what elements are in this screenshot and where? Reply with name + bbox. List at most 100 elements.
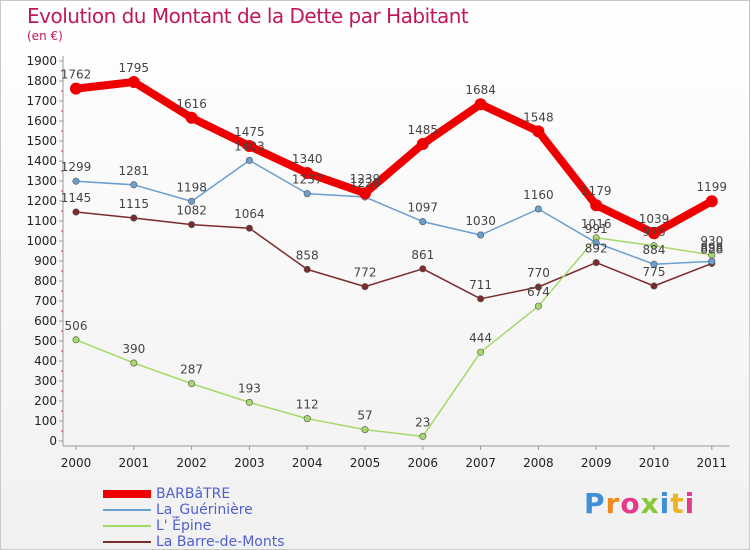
y-tick-label: 1300 xyxy=(26,174,57,188)
data-label-la-barre-de-monts: 1082 xyxy=(176,204,207,218)
data-label-l-epine: 193 xyxy=(238,381,261,395)
data-label-l-epine: 287 xyxy=(180,363,203,377)
data-label-la-gueriniere: 898 xyxy=(700,240,723,254)
legend: BARBâTRE La_Guérinière L' Épine La Barre… xyxy=(99,486,359,550)
x-tick-label: 2007 xyxy=(465,456,496,470)
legend-swatch-barbatre xyxy=(103,490,151,498)
data-point-barbatre xyxy=(243,140,256,152)
data-point-la-gueriniere xyxy=(130,181,138,189)
series-line-barbatre xyxy=(72,78,716,238)
data-label-l-epine: 57 xyxy=(357,409,372,423)
legend-label-l-epine: L' Épine xyxy=(156,518,212,534)
data-point-la-barre-de-monts xyxy=(534,283,542,291)
data-label-la-barre-de-monts: 892 xyxy=(585,242,608,256)
data-point-la-barre-de-monts xyxy=(419,265,427,273)
data-label-barbatre: 1762 xyxy=(61,68,92,82)
data-point-l-epine xyxy=(534,302,542,310)
y-tick-label: 1500 xyxy=(26,134,57,148)
data-label-la-gueriniere: 1030 xyxy=(465,214,496,228)
x-tick-label: 2003 xyxy=(234,456,265,470)
data-point-la-gueriniere xyxy=(650,260,658,268)
y-tick-label: 1600 xyxy=(26,114,57,128)
x-tick-label: 2005 xyxy=(350,456,381,470)
data-label-la-barre-de-monts: 1145 xyxy=(61,191,92,205)
y-tick-label: 700 xyxy=(34,294,57,308)
y-tick-label: 400 xyxy=(34,354,57,368)
y-tick-label: 1200 xyxy=(26,194,57,208)
data-label-l-epine: 390 xyxy=(122,342,145,356)
x-tick-label: 2001 xyxy=(119,456,150,470)
data-label-barbatre: 1239 xyxy=(350,172,381,186)
series-line-la-gueriniere xyxy=(75,159,713,265)
data-label-l-epine: 1016 xyxy=(581,217,612,231)
data-point-barbatre xyxy=(70,82,82,95)
data-point-l-epine xyxy=(130,359,138,367)
logo-letter: P xyxy=(584,487,606,520)
data-point-la-gueriniere xyxy=(592,239,600,247)
data-point-l-epine xyxy=(303,415,311,423)
legend-swatch-la-gueriniere xyxy=(103,509,151,511)
x-tick-label: 2010 xyxy=(639,456,670,470)
chart-title: Evolution du Montant de la Dette par Hab… xyxy=(27,4,469,28)
data-label-la-barre-de-monts: 1115 xyxy=(119,197,150,211)
data-label-l-epine: 23 xyxy=(415,415,430,429)
data-point-la-gueriniere xyxy=(303,190,311,198)
data-label-barbatre: 1795 xyxy=(119,61,150,75)
legend-item-la-barre-de-monts: La Barre-de-Monts xyxy=(99,534,359,550)
data-label-la-gueriniere: 1403 xyxy=(234,139,265,153)
data-point-l-epine xyxy=(477,348,485,356)
x-tick-label: 2008 xyxy=(523,456,554,470)
data-point-l-epine xyxy=(245,398,253,406)
y-tick-label: 1100 xyxy=(26,214,57,228)
data-label-barbatre: 1179 xyxy=(581,184,612,198)
data-label-barbatre: 1199 xyxy=(697,180,728,194)
data-point-barbatre xyxy=(648,227,660,240)
logo-letter: t xyxy=(670,487,685,520)
data-label-la-barre-de-monts: 772 xyxy=(354,266,377,280)
data-point-barbatre xyxy=(532,125,545,138)
legend-item-la-gueriniere: La_Guérinière xyxy=(99,502,359,518)
data-point-la-gueriniere xyxy=(419,218,427,226)
x-tick-label: 2006 xyxy=(408,456,439,470)
data-point-la-barre-de-monts xyxy=(592,259,600,267)
y-tick-label: 1800 xyxy=(26,74,57,88)
legend-label-la-barre-de-monts: La Barre-de-Monts xyxy=(156,534,285,550)
x-tick-label: 2000 xyxy=(61,456,92,470)
data-label-l-epine: 674 xyxy=(527,285,550,299)
series-line-l-epine xyxy=(75,237,713,438)
y-tick-label: 1700 xyxy=(26,94,57,108)
logo-letter: r xyxy=(605,487,621,520)
data-point-barbatre xyxy=(590,199,603,212)
data-label-la-barre-de-monts: 711 xyxy=(469,278,492,292)
y-tick-label: 0 xyxy=(49,434,57,448)
data-label-l-epine: 930 xyxy=(700,234,723,248)
y-tick-label: 300 xyxy=(34,374,57,388)
data-point-la-gueriniere xyxy=(72,177,80,185)
data-point-barbatre xyxy=(185,111,198,124)
data-label-la-barre-de-monts: 858 xyxy=(296,248,319,262)
data-label-la-gueriniere: 1237 xyxy=(292,173,323,187)
data-label-la-gueriniere: 991 xyxy=(585,222,608,236)
data-point-barbatre xyxy=(359,187,371,200)
legend-item-barbatre: BARBâTRE xyxy=(99,486,359,502)
x-tick-label: 2002 xyxy=(176,456,207,470)
data-point-la-gueriniere xyxy=(477,231,485,239)
legend-swatch-la-barre-de-monts xyxy=(103,541,151,543)
logo-letter: o xyxy=(620,487,641,520)
data-point-la-barre-de-monts xyxy=(303,265,311,273)
data-label-l-epine: 444 xyxy=(469,331,492,345)
chart-subtitle: (en €) xyxy=(27,29,63,43)
data-point-l-epine xyxy=(361,426,369,434)
data-point-la-barre-de-monts xyxy=(245,224,253,232)
y-tick-label: 600 xyxy=(34,314,57,328)
data-label-la-gueriniere: 1281 xyxy=(119,164,150,178)
y-tick-label: 800 xyxy=(34,274,57,288)
data-point-barbatre xyxy=(416,138,429,150)
y-tick-label: 1900 xyxy=(26,54,57,68)
y-tick-label: 900 xyxy=(34,254,57,268)
data-label-la-gueriniere: 1220 xyxy=(350,176,381,190)
data-label-la-gueriniere: 1160 xyxy=(523,188,554,202)
legend-swatch-l-epine xyxy=(103,525,151,527)
data-label-la-barre-de-monts: 861 xyxy=(411,248,434,262)
